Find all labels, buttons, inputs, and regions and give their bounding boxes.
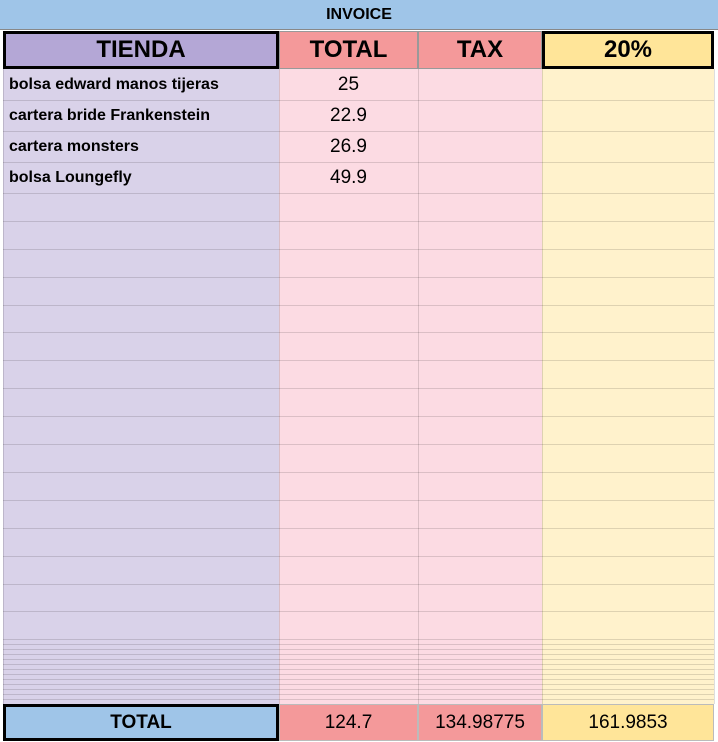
row-line [3,249,714,250]
row-line [3,674,714,675]
column-bg [418,69,542,704]
col-line [3,69,4,704]
row-line [3,694,714,695]
row-line [3,684,714,685]
row-line [3,611,714,612]
item-name: cartera monsters [9,137,139,155]
row-line [3,528,714,529]
row-line [3,100,714,101]
row-line [3,360,714,361]
column-header: TOTAL [279,31,418,69]
row-line [3,131,714,132]
column-bg [279,69,418,704]
row-line [3,679,714,680]
column-header: TAX [418,31,542,69]
row-line [3,472,714,473]
item-total: 49.9 [330,166,367,188]
col-line [279,69,280,704]
row-line [3,644,714,645]
footer-total: 134.98775 [418,704,542,741]
footer-total: 124.7 [279,704,418,741]
row-line [3,444,714,445]
item-name: bolsa Loungefly [9,168,132,186]
row-line [3,654,714,655]
col-line [418,69,419,704]
row-line [3,669,714,670]
row-line [3,277,714,278]
title-cell: INVOICE [0,0,718,30]
row-line [3,584,714,585]
col-line [542,69,543,704]
row-line [3,659,714,660]
left-edge [0,30,3,742]
row-line [3,221,714,222]
row-line [3,162,714,163]
item-name: cartera bride Frankenstein [9,106,210,124]
item-total: 25 [337,73,360,95]
column-header: TIENDA [3,31,279,69]
column-header: 20% [542,31,714,69]
footer-label: TOTAL [3,704,279,741]
footer-total: 161.9853 [542,704,714,741]
item-total: 26.9 [330,135,367,157]
column-bg [542,69,714,704]
row-line [3,639,714,640]
column-bg [3,69,279,704]
row-line [3,556,714,557]
row-line [3,699,714,700]
row-line [3,305,714,306]
row-line [3,332,714,333]
row-line [3,416,714,417]
row-line [3,689,714,690]
item-name: bolsa edward manos tijeras [9,75,219,93]
row-line [3,193,714,194]
row-line [3,664,714,665]
row-line [3,500,714,501]
col-line [714,69,715,704]
row-line [3,649,714,650]
row-line [3,388,714,389]
item-total: 22.9 [330,104,367,126]
